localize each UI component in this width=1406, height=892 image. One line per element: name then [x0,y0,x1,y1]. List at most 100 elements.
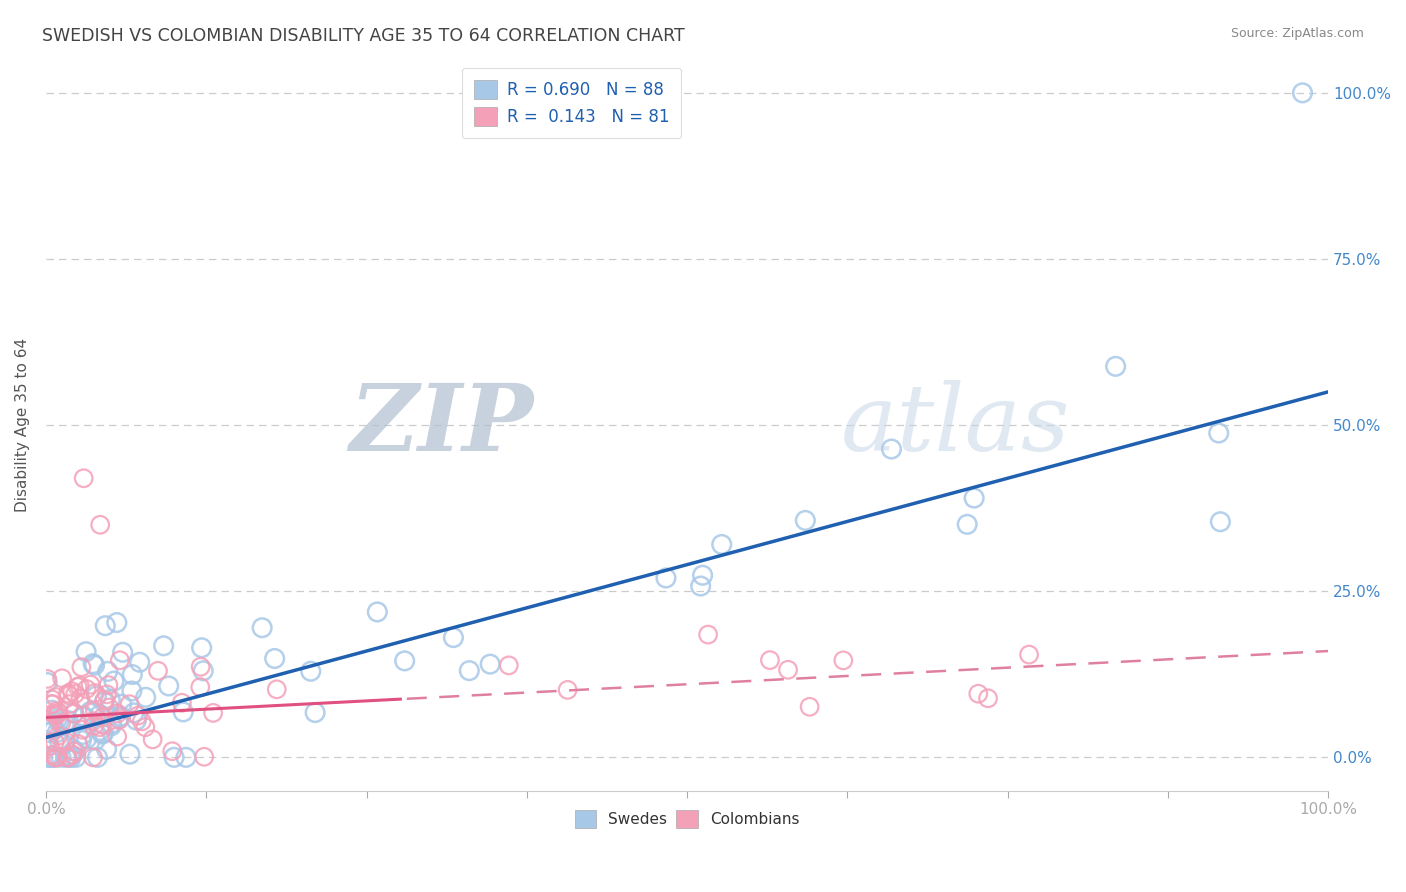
Point [37,721,59,735]
Point [100,719,122,733]
Point [174,750,197,764]
Point [46,725,69,739]
Point [172,705,194,719]
Point [84,733,107,747]
Point [170,696,193,710]
Point [52,737,75,751]
Point [37,725,59,739]
Point [56,750,79,764]
Point [759,653,782,667]
Point [91,717,114,731]
Point [880,442,903,456]
Point [58,689,80,703]
Point [692,568,714,582]
Point [108,713,131,727]
Point [163,750,186,764]
Point [1209,515,1232,529]
Point [93,726,115,740]
Point [48,732,70,747]
Point [131,714,153,729]
Point [41,697,63,711]
Point [82,657,104,671]
Point [479,657,502,672]
Point [56,687,79,701]
Point [84,704,107,718]
Point [72,710,94,724]
Point [108,653,131,667]
Point [1104,359,1126,374]
Point [1291,86,1313,100]
Point [655,571,678,585]
Point [73,471,96,485]
Point [105,730,128,744]
Point [118,747,141,761]
Point [44,707,66,722]
Text: Source: ZipAtlas.com: Source: ZipAtlas.com [1230,27,1364,40]
Point [41,692,63,706]
Point [394,654,416,668]
Point [63,687,86,701]
Point [121,667,143,681]
Point [1208,425,1230,440]
Point [37,672,59,686]
Point [44,750,66,764]
Point [697,627,720,641]
Point [108,711,131,725]
Point [62,706,84,721]
Point [56,750,79,764]
Point [39,750,62,764]
Point [48,706,70,720]
Point [202,706,225,720]
Point [51,716,73,731]
Point [111,645,134,659]
Point [110,709,132,723]
Point [76,682,98,697]
Point [38,739,60,754]
Point [89,707,111,722]
Point [46,750,69,764]
Point [39,750,62,764]
Point [98,700,121,714]
Point [41,747,63,762]
Point [91,727,114,741]
Point [86,750,108,764]
Point [46,712,69,726]
Text: ZIP: ZIP [349,380,533,470]
Point [93,695,115,709]
Point [53,716,76,731]
Point [82,714,104,728]
Point [45,750,67,764]
Point [152,639,174,653]
Point [98,692,121,706]
Point [135,690,157,705]
Point [977,691,1000,706]
Point [125,713,148,727]
Point [55,735,77,749]
Point [66,737,89,751]
Point [963,491,986,505]
Point [41,750,63,764]
Point [776,663,799,677]
Point [1018,648,1040,662]
Point [157,679,180,693]
Point [689,579,711,593]
Point [121,684,143,698]
Point [79,678,101,692]
Point [79,704,101,718]
Point [45,704,67,718]
Point [37,736,59,750]
Legend: Swedes, Colombians: Swedes, Colombians [567,803,807,836]
Point [91,710,114,724]
Point [441,631,464,645]
Point [96,687,118,701]
Point [96,742,118,756]
Point [73,709,96,723]
Point [83,719,105,733]
Point [97,665,120,679]
Point [799,699,821,714]
Point [63,744,86,758]
Point [75,645,97,659]
Point [44,735,66,749]
Point [89,517,111,532]
Point [266,682,288,697]
